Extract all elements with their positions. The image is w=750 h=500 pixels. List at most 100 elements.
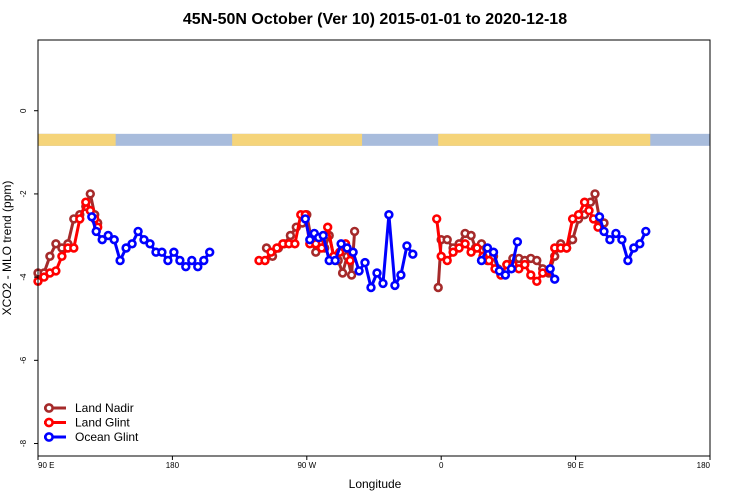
ocean-glint-point: [594, 212, 605, 222]
ocean-glint-point: [318, 230, 328, 241]
ocean-glint-point: [506, 264, 517, 274]
x-tick-label: 90 E: [38, 461, 54, 470]
ocean-glint-point: [635, 239, 645, 249]
ocean-glint-point: [641, 226, 651, 237]
y-tick-label: -6: [19, 356, 28, 364]
x-tick-label: 180: [166, 461, 180, 470]
ocean-glint-point: [549, 274, 560, 284]
land-glint-point: [584, 205, 594, 216]
ocean-glint-point: [599, 226, 609, 237]
ocean-glint-point: [342, 243, 352, 253]
y-tick-label: -8: [19, 439, 28, 447]
land-glint-point: [472, 243, 482, 253]
land-glint-point: [75, 214, 85, 224]
land-glint-point: [454, 243, 464, 253]
ocean-glint-point: [354, 266, 364, 276]
land-nadir-point: [45, 251, 55, 261]
chart-title: 45N-50N October (Ver 10) 2015-01-01 to 2…: [183, 11, 567, 28]
y-tick-label: -2: [19, 190, 28, 198]
ocean-glint-point: [300, 214, 310, 224]
land-band: [232, 133, 363, 146]
ocean-glint-point: [611, 228, 621, 239]
y-tick-label: 0: [19, 108, 28, 113]
ocean-glint-point: [139, 235, 149, 245]
ocean-glint-point: [87, 212, 97, 222]
land-glint-point: [345, 255, 355, 266]
land-nadir-point: [532, 255, 542, 266]
x-tick-label: 0: [439, 461, 444, 470]
ocean-glint-point: [103, 230, 113, 241]
ocean-glint-point: [402, 241, 412, 251]
x-axis-label: Longitude: [349, 477, 402, 491]
land-glint-point: [561, 243, 572, 253]
ocean-glint-point: [360, 257, 370, 268]
x-tick-label: 90 E: [567, 461, 583, 470]
land-nadir-point: [51, 239, 61, 249]
land-glint-point: [436, 251, 446, 261]
ocean-glint-point: [384, 210, 394, 220]
x-axis: 90 E 180 90 W 0 90 E 180: [37, 456, 711, 470]
land-nadir-point: [85, 189, 96, 199]
land-glint-point: [266, 247, 276, 257]
land-glint-point: [466, 247, 476, 257]
ocean-glint-point: [133, 226, 143, 237]
ocean-glint-point: [378, 278, 388, 289]
ocean-glint-point: [305, 235, 315, 245]
land-nadir-point: [442, 235, 452, 245]
land-glint-point: [567, 214, 578, 224]
legend-swatch-marker: [44, 403, 54, 413]
ocean-glint-point: [109, 235, 119, 245]
land-glint-point: [460, 239, 470, 249]
ocean-glint-point: [205, 247, 215, 257]
ocean-glint-point: [97, 235, 107, 245]
ocean-glint-point: [494, 266, 505, 276]
land-glint-point: [51, 266, 61, 276]
ocean-glint-point: [482, 243, 493, 253]
land-glint-point: [260, 255, 270, 266]
ocean-glint-point: [145, 239, 155, 249]
y-axis: -8 -6 -4 -2 0: [19, 108, 38, 447]
land-glint-point: [484, 255, 494, 266]
ocean-glint-point: [169, 247, 179, 257]
ocean-glint-point: [396, 270, 406, 280]
ocean-glint-point: [163, 255, 173, 266]
ocean-glint-point: [512, 237, 523, 247]
land-band: [38, 133, 116, 146]
land-nadir-point: [349, 226, 360, 237]
land-band: [438, 133, 651, 146]
ocean-glint-point: [605, 235, 615, 245]
ocean-glint-point: [623, 255, 633, 266]
legend-swatch-marker: [44, 417, 54, 428]
ocean-glint-point: [372, 268, 382, 278]
plot-frame: [37, 39, 711, 457]
y-tick-label: -4: [19, 273, 28, 281]
legend-label: Land Glint: [75, 416, 130, 430]
land-nadir-point: [337, 268, 348, 278]
land-ocean-strip: [38, 133, 710, 146]
land-glint-point: [520, 259, 530, 270]
land-glint-point: [39, 272, 49, 282]
land-glint-point: [323, 222, 333, 232]
land-nadir-point: [590, 189, 600, 199]
x-tick-label: 90 W: [297, 461, 316, 470]
ocean-glint-point: [348, 247, 358, 257]
ocean-glint-point: [408, 249, 418, 259]
ocean-glint-point: [617, 235, 627, 245]
ocean-glint-point: [476, 255, 487, 266]
ocean-glint-point: [390, 280, 400, 291]
ocean-glint-point: [366, 282, 376, 293]
ocean-glint-point: [336, 239, 346, 249]
land-glint-point: [69, 243, 79, 253]
land-glint-point: [81, 197, 91, 207]
ocean-glint-point: [545, 264, 555, 274]
ocean-glint-point: [181, 262, 191, 272]
ocean-glint-point: [157, 247, 167, 257]
legend-label: Land Nadir: [75, 401, 134, 415]
ocean-glint-point: [488, 247, 499, 257]
y-axis-label: XCO2 - MLO trend (ppm): [0, 181, 14, 316]
x-tick-label: 180: [697, 461, 711, 470]
land-glint-point: [57, 251, 67, 261]
legend-swatch-marker: [44, 432, 54, 442]
land-glint-point: [526, 270, 536, 280]
